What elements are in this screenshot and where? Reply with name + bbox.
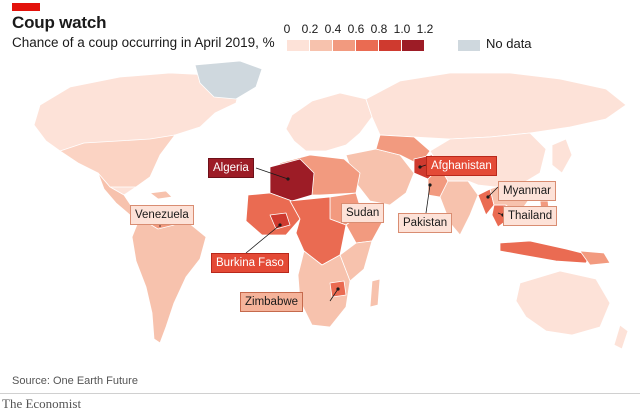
point-zimbabwe bbox=[336, 287, 340, 291]
point-myanmar bbox=[486, 195, 490, 199]
label-algeria: Algeria bbox=[208, 158, 254, 178]
label-venezuela: Venezuela bbox=[130, 205, 194, 225]
legend-no-data-swatch bbox=[458, 40, 480, 51]
map-region-new-zealand bbox=[613, 324, 629, 350]
map-region-russia bbox=[365, 72, 627, 140]
map-region-papua bbox=[579, 250, 611, 266]
label-thailand: Thailand bbox=[503, 206, 558, 226]
leader-burkina bbox=[245, 224, 281, 254]
point-algeria bbox=[286, 177, 290, 181]
legend-tick: 0 bbox=[283, 22, 291, 36]
label-afghanistan: Afghanistan bbox=[426, 156, 497, 176]
source-note: Source: One Earth Future bbox=[12, 375, 138, 387]
map-region-australia bbox=[515, 270, 611, 336]
label-myanmar: Myanmar bbox=[498, 181, 556, 201]
legend-tick: 0.6 bbox=[347, 22, 365, 36]
legend-tick: 1.2 bbox=[416, 22, 434, 36]
publisher-brand: The Economist bbox=[2, 396, 82, 411]
footer-divider bbox=[0, 393, 640, 394]
legend-tick: 1.0 bbox=[393, 22, 411, 36]
map-region-south-america bbox=[131, 210, 207, 344]
legend-swatch bbox=[310, 40, 332, 51]
map-region-madagascar bbox=[369, 278, 381, 308]
label-burkina-faso: Burkina Faso bbox=[211, 253, 289, 273]
label-zimbabwe: Zimbabwe bbox=[240, 292, 304, 312]
map-region-indonesia bbox=[499, 240, 591, 264]
legend-swatch bbox=[379, 40, 401, 51]
map-region-southern-africa bbox=[297, 250, 351, 328]
chart-subtitle: Chance of a coup occurring in April 2019… bbox=[12, 35, 275, 50]
legend-swatch bbox=[333, 40, 355, 51]
leader-myanmar bbox=[487, 186, 499, 198]
legend-swatch bbox=[287, 40, 309, 51]
color-legend: 0 0.2 0.4 0.6 0.8 1.0 1.2 No data bbox=[280, 22, 640, 52]
leader-pakistan bbox=[425, 184, 431, 214]
map-region-usa bbox=[59, 134, 176, 188]
legend-no-data-label: No data bbox=[486, 36, 532, 51]
legend-tick: 0.8 bbox=[370, 22, 388, 36]
legend-swatch bbox=[356, 40, 378, 51]
leader-algeria bbox=[255, 167, 289, 180]
point-afghanistan bbox=[418, 165, 422, 169]
label-pakistan: Pakistan bbox=[398, 213, 453, 233]
legend-swatch bbox=[402, 40, 424, 51]
legend-tick: 0.4 bbox=[324, 22, 342, 36]
point-pakistan bbox=[428, 183, 432, 187]
legend-tick: 0.2 bbox=[301, 22, 319, 36]
leader-zimbabwe bbox=[329, 288, 339, 302]
map-region-burkina-faso bbox=[269, 212, 291, 230]
point-burkina bbox=[278, 223, 282, 227]
map-region-caribbean bbox=[149, 190, 173, 200]
map-region-japan-korea bbox=[551, 138, 573, 174]
map-region-greenland bbox=[194, 60, 263, 100]
chart-title: Coup watch bbox=[12, 13, 107, 32]
brand-red-tag bbox=[12, 3, 40, 11]
label-sudan: Sudan bbox=[341, 203, 385, 223]
map-region-europe bbox=[285, 92, 373, 152]
